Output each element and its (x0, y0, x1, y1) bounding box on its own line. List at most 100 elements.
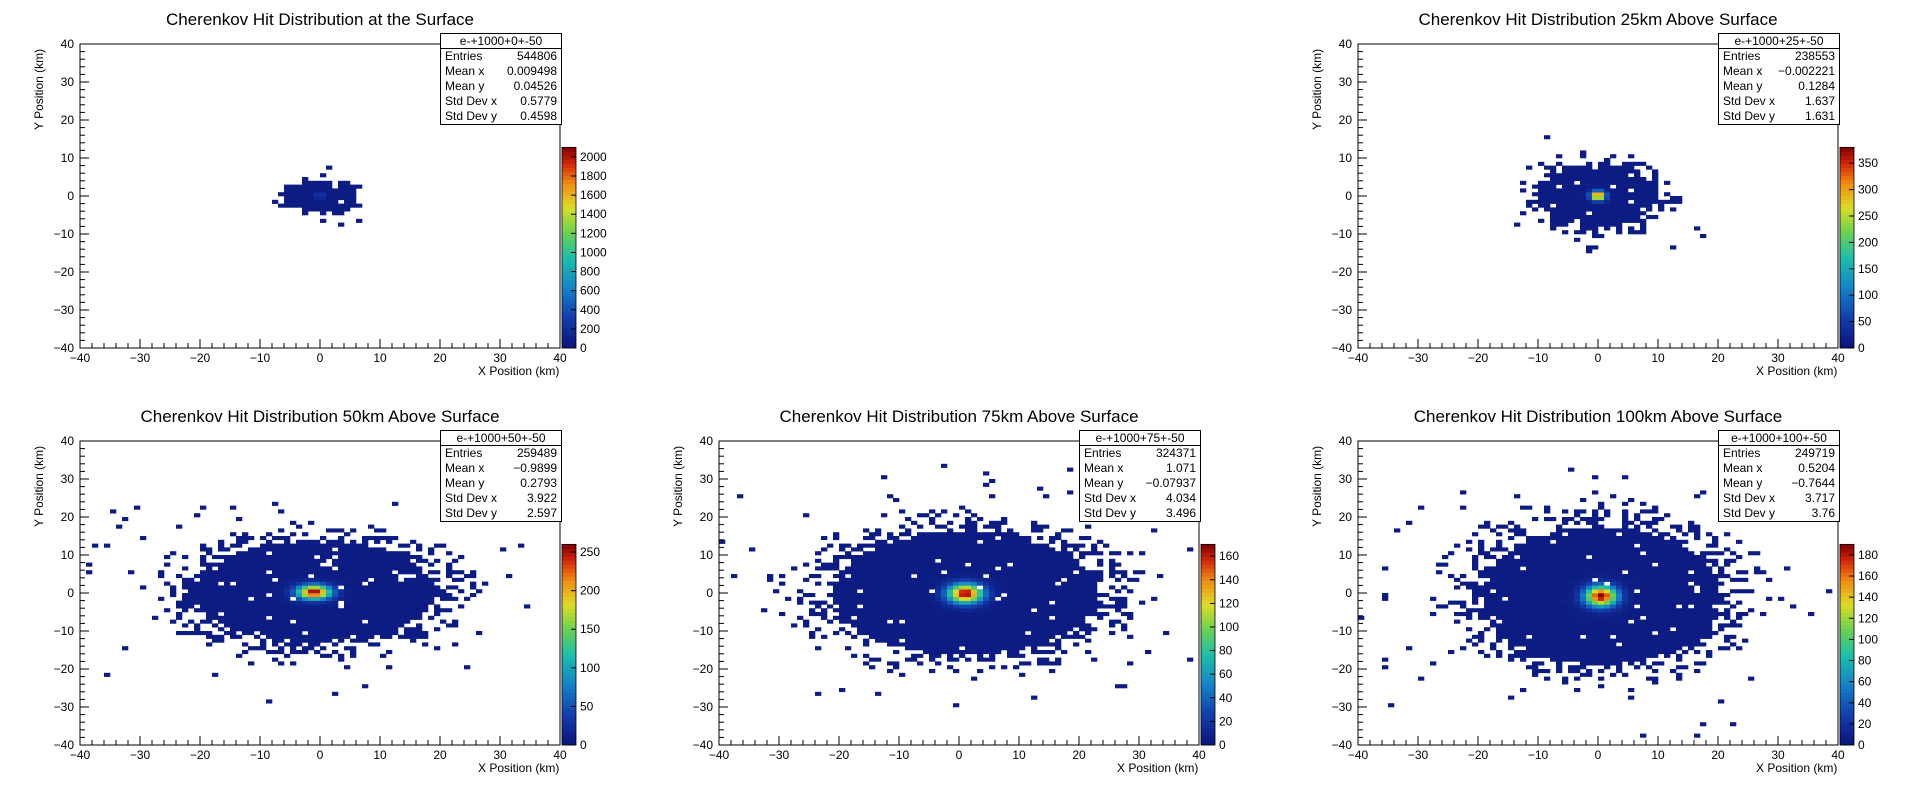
heatmap-bin (1538, 596, 1545, 601)
heatmap-bin (983, 585, 990, 590)
heatmap-bin (200, 574, 207, 579)
y-tick-label: 30 (61, 75, 75, 89)
heatmap-bin (1091, 604, 1098, 609)
heatmap-bin (1508, 520, 1515, 525)
heatmap-bin (1658, 634, 1665, 639)
heatmap-bin (386, 623, 393, 628)
heatmap-bin (989, 642, 996, 647)
heatmap-bin (1061, 543, 1068, 548)
heatmap-bin (779, 581, 786, 586)
heatmap-bin (1646, 604, 1653, 609)
heatmap-bin (893, 570, 900, 575)
y-tick-label: 20 (1339, 113, 1353, 127)
heatmap-bin (1097, 539, 1104, 544)
heatmap-bin (1610, 657, 1617, 662)
heatmap-bin (1049, 650, 1056, 655)
heatmap-bin (1574, 555, 1581, 560)
heatmap-bin (977, 558, 984, 563)
heatmap-bin (1538, 558, 1545, 563)
heatmap-bin (851, 593, 858, 598)
heatmap-bin (1514, 547, 1521, 552)
heatmap-bin (1592, 631, 1599, 636)
heatmap-bin (971, 638, 978, 643)
heatmap-bin (200, 570, 207, 575)
heatmap-bin (1664, 192, 1671, 197)
heatmap-bin (1496, 543, 1503, 548)
heatmap-bin (887, 608, 894, 613)
heatmap-bin (947, 566, 954, 571)
heatmap-bin (1562, 207, 1569, 212)
heatmap-bin (1496, 566, 1503, 571)
heatmap-bin (242, 612, 249, 617)
heatmap-bin (1598, 234, 1605, 239)
heatmap-bin (1562, 642, 1569, 647)
heatmap-bin (362, 623, 369, 628)
heatmap-bin (1634, 619, 1641, 624)
heatmap-bin (983, 657, 990, 662)
heatmap-bin (1085, 604, 1092, 609)
heatmap-bin (1580, 188, 1587, 193)
heatmap-bin (1484, 593, 1491, 598)
heatmap-bin (965, 570, 972, 575)
colorbar-frame (561, 543, 577, 746)
heatmap-bin (1466, 615, 1473, 620)
heatmap-bin (1508, 600, 1515, 605)
heatmap-bin (1526, 608, 1533, 613)
heatmap-bin (983, 634, 990, 639)
heatmap-bin (314, 196, 321, 201)
heatmap-bin (1634, 551, 1641, 556)
heatmap-bin (1646, 215, 1653, 220)
heatmap-bin (1157, 574, 1164, 579)
heatmap-bin (1550, 585, 1557, 590)
heatmap-bin (1592, 203, 1599, 208)
heatmap-bin (893, 562, 900, 567)
heatmap-bin (1001, 574, 1008, 579)
heatmap-bin (1622, 657, 1629, 662)
heatmap-bin (194, 574, 201, 579)
heatmap-bin (1622, 562, 1629, 567)
heatmap-bin (1580, 657, 1587, 662)
heatmap-bin (308, 623, 315, 628)
heatmap-bin (989, 653, 996, 658)
heatmap-bin (1562, 600, 1569, 605)
heatmap-bin (923, 604, 930, 609)
heatmap-bin (296, 184, 303, 189)
heatmap-bin (1658, 612, 1665, 617)
heatmap-bin (410, 570, 417, 575)
heatmap-bin (1634, 657, 1641, 662)
stats-label: Mean x (1084, 461, 1124, 475)
heatmap-bin (1520, 604, 1527, 609)
heatmap-bin (1628, 165, 1635, 170)
heatmap-bin (1013, 604, 1020, 609)
heatmap-bin (302, 577, 309, 582)
heatmap-bin (1622, 608, 1629, 613)
heatmap-bin (1502, 593, 1509, 598)
heatmap-bin (326, 577, 333, 582)
heatmap-bin (989, 555, 996, 560)
heatmap-bin (416, 600, 423, 605)
heatmap-bin (1520, 619, 1527, 624)
heatmap-bin (1604, 161, 1611, 166)
heatmap-bin (1592, 604, 1599, 609)
heatmap-bin (440, 619, 447, 624)
heatmap-bin (773, 589, 780, 594)
heatmap-bin (1001, 551, 1008, 556)
heatmap-bin (404, 619, 411, 624)
heatmap-bin (1592, 245, 1599, 250)
heatmap-bin (1526, 650, 1533, 655)
heatmap-bin (1025, 543, 1032, 548)
heatmap-bin (959, 612, 966, 617)
heatmap-bin (983, 646, 990, 651)
heatmap-bin (1610, 192, 1617, 197)
heatmap-bin (1514, 494, 1521, 499)
heatmap-bin (266, 562, 273, 567)
heatmap-bin (500, 547, 507, 552)
heatmap-bin (1586, 566, 1593, 571)
heatmap-bin (1001, 600, 1008, 605)
heatmap-bin (1610, 543, 1617, 548)
heatmap-bin (935, 593, 942, 598)
colorbar-step (1201, 660, 1215, 666)
heatmap-bin (815, 604, 822, 609)
colorbar-step (1840, 311, 1854, 317)
heatmap-bin (1598, 199, 1605, 204)
